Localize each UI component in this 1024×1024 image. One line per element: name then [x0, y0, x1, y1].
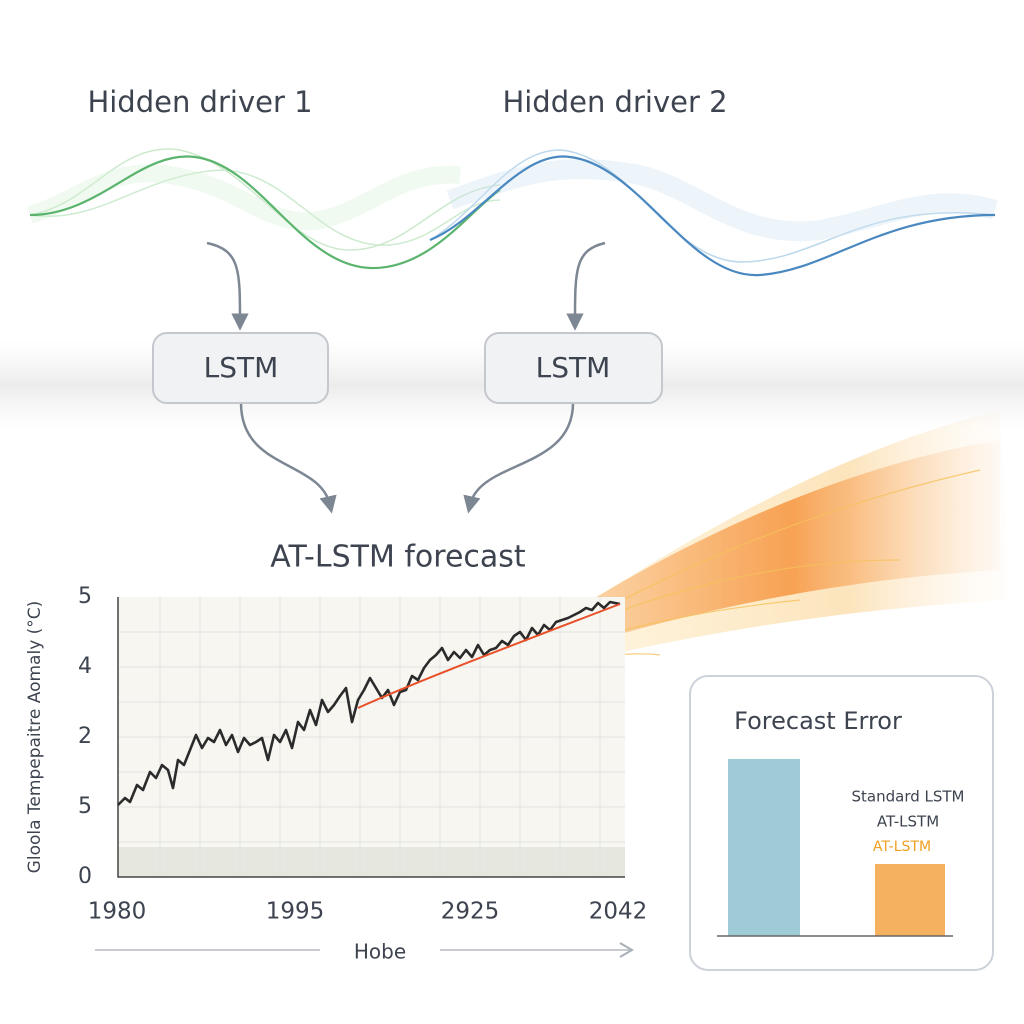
plot — [117, 597, 625, 878]
driver-label: Hidden driver 2 — [502, 85, 727, 119]
x-tick-label: 1995 — [266, 899, 325, 925]
lstm-box — [152, 332, 329, 404]
x-tick-label: 1980 — [88, 899, 147, 925]
error-bar — [875, 864, 945, 936]
lstm-label: LSTM — [536, 351, 611, 384]
forecast-title: AT-LSTM forecast — [270, 540, 526, 575]
legend-label: AT-LSTM — [877, 813, 939, 831]
waves — [27, 148, 998, 277]
y-tick-label: 5 — [78, 794, 92, 819]
x-axis-label: Hobe — [354, 940, 406, 964]
x-axis-arrowhead — [619, 942, 634, 958]
y-tick-label: 2 — [78, 724, 92, 749]
y-tick-label: 4 — [78, 654, 92, 679]
x-tick-label: 2925 — [441, 899, 500, 925]
panel-title: Forecast Error — [734, 707, 902, 735]
arrows — [206, 241, 606, 672]
y-tick-label: 5 — [78, 584, 92, 609]
y-axis-label: Gloola Tempepaitre Aomaly (°C) — [25, 601, 45, 874]
y-tick-label: 0 — [78, 864, 92, 889]
lstm-label: LSTM — [204, 351, 279, 384]
x-tick-label: 2042 — [589, 899, 648, 925]
legend-label: Standard LSTM — [852, 788, 965, 806]
driver-label: Hidden driver 1 — [87, 85, 312, 119]
lstm-box — [484, 332, 663, 404]
legend-label: AT-LSTM — [873, 839, 931, 855]
error-bar — [728, 759, 800, 936]
